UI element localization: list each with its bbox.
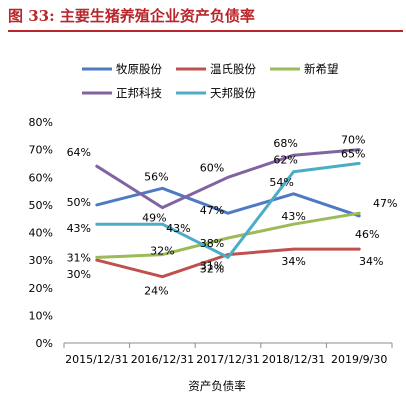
data-label: 34% [359, 255, 383, 268]
data-label: 62% [273, 154, 297, 167]
chart-title: 图 33: 主要生猪养殖企业资产负债率 [8, 4, 403, 28]
y-tick-label: 80% [29, 116, 53, 129]
legend-label: 牧原股份 [116, 62, 162, 76]
legend-label: 正邦科技 [116, 86, 162, 100]
y-axis: 0% 10% 20% 30% 40% 50% 60% 70% 80% [29, 116, 53, 350]
data-label: 47% [200, 204, 224, 217]
y-tick-label: 50% [29, 199, 53, 212]
data-label: 43% [166, 222, 190, 235]
x-tick-label: 2016/12/31 [131, 353, 194, 366]
data-label: 50% [67, 196, 91, 209]
series-line [95, 148, 361, 210]
data-label: 70% [341, 134, 365, 147]
data-labels: 50%56%47%54%46%30%24%32%34% 34%31%32%38%4… [67, 134, 398, 298]
data-label: 56% [144, 170, 168, 183]
data-label: 65% [341, 147, 365, 160]
y-tick-label: 30% [29, 254, 53, 267]
data-label: 54% [269, 176, 293, 189]
data-label: 68% [273, 137, 297, 150]
x-tick-label: 2018/12/31 [262, 353, 325, 366]
data-label: 64% [67, 146, 91, 159]
data-label: 31% [200, 259, 224, 272]
title-prefix: 图 33: [8, 7, 55, 25]
data-label: 60% [200, 161, 224, 174]
data-label: 34% [281, 255, 305, 268]
x-axis-title: 资产负债率 [188, 379, 246, 393]
data-label: 47% [373, 197, 397, 210]
y-tick-label: 60% [29, 171, 53, 184]
y-tick-label: 40% [29, 227, 53, 240]
data-label: 43% [67, 222, 91, 235]
data-label: 46% [355, 228, 379, 241]
data-label: 24% [144, 285, 168, 298]
data-label: 49% [142, 212, 166, 225]
y-tick-label: 10% [29, 309, 53, 322]
title-text: 主要生猪养殖企业资产负债率 [59, 7, 255, 25]
x-tick-label: 2017/12/31 [196, 353, 259, 366]
x-axis: 2015/12/31 2016/12/31 2017/12/31 2018/12/31… [63, 342, 393, 366]
title-rule [8, 30, 403, 32]
legend-label: 天邦股份 [210, 86, 256, 100]
y-tick-label: 70% [29, 144, 53, 157]
y-tick-label: 20% [29, 282, 53, 295]
series-lines [95, 148, 361, 279]
series-line [95, 161, 361, 259]
series-line [95, 211, 361, 259]
data-label: 43% [281, 210, 305, 223]
x-tick-label: 2015/12/31 [65, 353, 128, 366]
data-label: 30% [67, 268, 91, 281]
data-label: 32% [200, 263, 224, 276]
data-label: 32% [150, 245, 174, 258]
y-tick-label: 0% [36, 337, 53, 350]
legend-label: 温氏股份 [210, 62, 256, 76]
series-line [95, 247, 361, 279]
x-tick-label: 2019/9/30 [331, 353, 387, 366]
data-label: 38% [200, 237, 224, 250]
legend-label: 新希望 [304, 62, 339, 76]
data-label: 31% [67, 251, 91, 264]
